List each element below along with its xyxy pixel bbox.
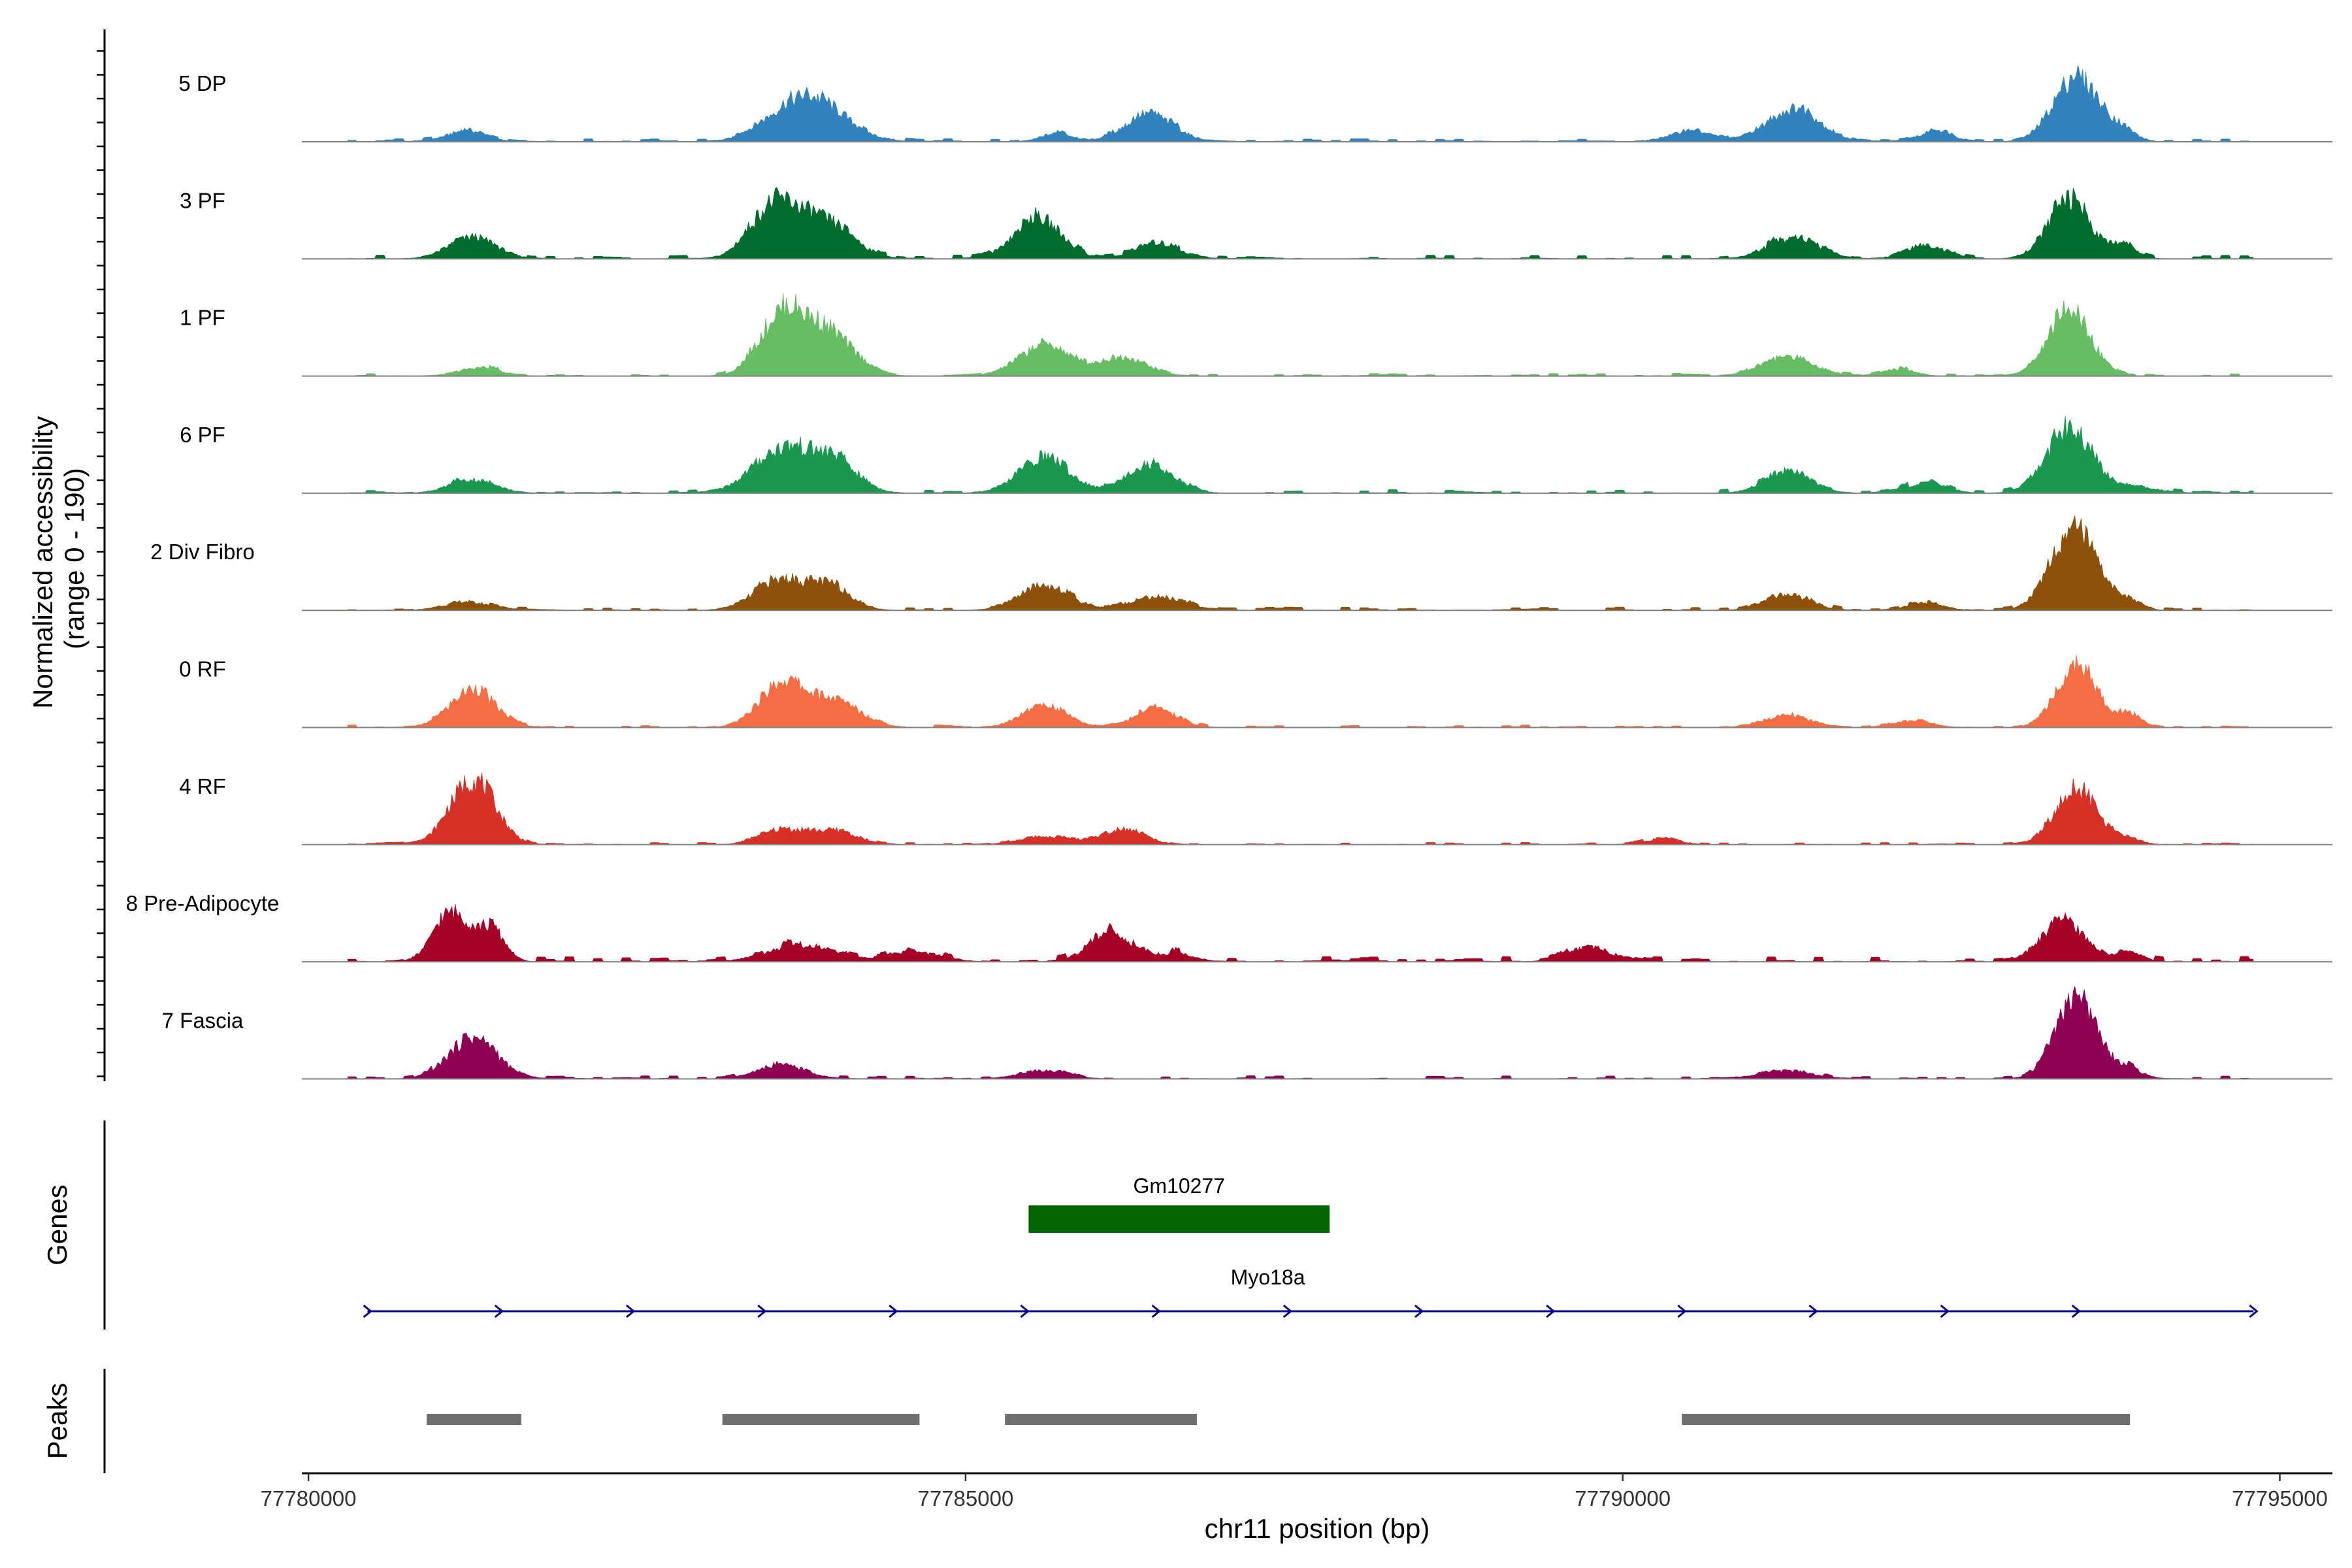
strand-arrow [1282, 1304, 1293, 1318]
x-axis-ticks: 77780000 77785000 77790000 77795000 [261, 1473, 2328, 1511]
track-label: 4 RF [179, 774, 226, 798]
gene-body [1028, 1205, 1330, 1233]
x-axis-title: chr11 position (bp) [1205, 1513, 1430, 1544]
gene-myo18a: Myo18a [363, 1266, 2259, 1318]
coverage-area [348, 515, 2255, 611]
strand-arrow [625, 1304, 636, 1318]
track-label: 6 PF [180, 423, 225, 447]
coverage-track: 2 Div Fibro [150, 515, 2332, 612]
coverage-track: 6 PF [180, 416, 2332, 494]
strand-arrow [1020, 1304, 1030, 1318]
strand-arrow [889, 1304, 898, 1318]
peaks-panel-title: Peaks [42, 1383, 73, 1460]
track-label: 0 RF [179, 657, 226, 681]
strand-arrow [2249, 1304, 2259, 1318]
strand-arrow [2071, 1304, 2082, 1318]
y-title-line-1: Normalized accessibility [27, 416, 58, 709]
strand-arrow [1414, 1304, 1424, 1318]
peak-regions [427, 1414, 2131, 1425]
x-tick-label: 77785000 [917, 1486, 1013, 1511]
track-label: 1 PF [180, 306, 225, 330]
x-tick-label: 77795000 [2232, 1486, 2328, 1511]
peak-region [1682, 1414, 2131, 1425]
coverage-track: 5 DP [178, 65, 2332, 142]
genes-panel-title: Genes [42, 1184, 73, 1266]
strand-arrow [1808, 1304, 1818, 1318]
track-label: 8 Pre-Adipocyte [126, 891, 280, 915]
coverage-track: 4 RF [179, 772, 2332, 845]
gene-gm10277: Gm10277 [1028, 1174, 1330, 1233]
strand-arrow [363, 1304, 372, 1318]
strand-arrow [1940, 1304, 1950, 1318]
track-label: 5 DP [178, 71, 226, 95]
coverage-track: 0 RF [179, 655, 2332, 728]
gene-label: Myo18a [1231, 1266, 1305, 1289]
coverage-y-axis-title: Normalized accessibility (range 0 - 190) [27, 408, 90, 709]
y-title-line-2: (range 0 - 190) [59, 468, 90, 649]
strand-arrow [494, 1304, 504, 1318]
peak-region [722, 1414, 920, 1425]
x-tick-label: 77780000 [261, 1486, 357, 1511]
gene-label: Gm10277 [1134, 1174, 1226, 1198]
coverage-track: 7 Fascia [162, 986, 2332, 1080]
track-label: 3 PF [180, 188, 225, 212]
coverage-track: 8 Pre-Adipocyte [126, 891, 2332, 963]
strand-arrow [1546, 1304, 1556, 1318]
coverage-track: 3 PF [180, 187, 2332, 260]
track-label: 2 Div Fibro [150, 540, 255, 564]
strand-arrow [1677, 1304, 1687, 1318]
peak-region [1005, 1414, 1197, 1425]
coverage-tracks: 5 DP 3 PF 1 PF 6 PF 2 Div Fibro 0 RF 4 RF 8 Pre… [126, 65, 2332, 1080]
peak-region [427, 1414, 521, 1425]
coverage-y-ticks [97, 50, 105, 1077]
strand-arrow [1151, 1304, 1161, 1318]
strand-arrow [757, 1304, 767, 1318]
coverage-track: 1 PF [180, 293, 2332, 377]
track-label: 7 Fascia [162, 1008, 244, 1032]
x-tick-label: 77790000 [1575, 1486, 1671, 1511]
gene-annotations: Gm10277 Myo18a [363, 1174, 2259, 1318]
